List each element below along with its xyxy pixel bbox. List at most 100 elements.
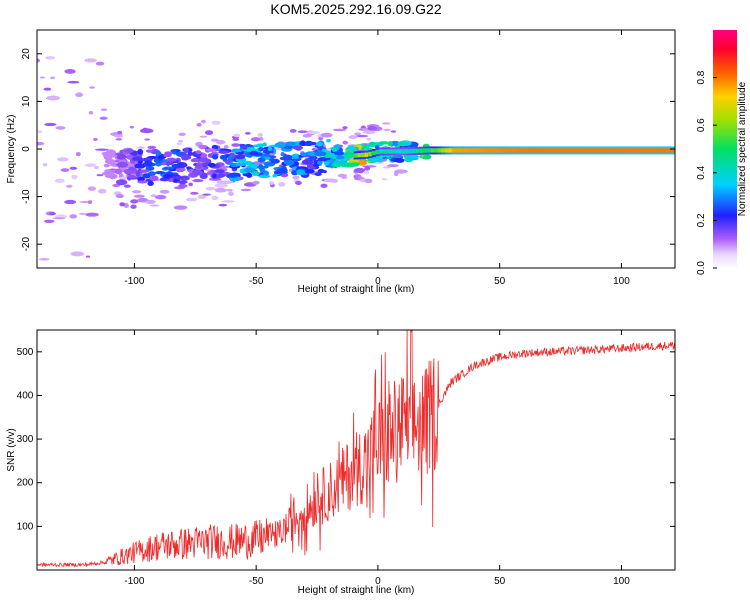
spectrogram-cell — [433, 148, 439, 153]
spectrogram-cell — [147, 181, 154, 186]
spectrogram-cell — [258, 174, 271, 179]
spectrogram-cell — [371, 150, 377, 156]
spectrogram-y-tick-label: -10 — [21, 189, 32, 204]
snr-y-tick-label: 100 — [17, 521, 34, 532]
spectrogram-cell — [218, 203, 228, 207]
spectrogram-cell — [154, 194, 167, 200]
spectrogram-cell — [211, 195, 219, 201]
spectrogram-cell — [133, 194, 145, 198]
spectrogram-cell — [550, 148, 556, 153]
spectrogram-y-tick-label: 20 — [21, 48, 32, 60]
spectrogram-cell — [634, 148, 640, 153]
spectrogram-cell — [244, 167, 256, 173]
spectrogram-cell — [93, 137, 98, 141]
spectrogram-cell — [49, 212, 56, 216]
spectrogram-cell — [123, 184, 131, 188]
spectrogram-cell — [430, 148, 435, 153]
spectrogram-cell — [649, 148, 654, 153]
spectrogram-cell — [419, 148, 424, 153]
spectrogram-cell — [285, 141, 296, 147]
spectrogram-image — [37, 56, 675, 261]
spectrogram-cell — [96, 174, 104, 177]
spectrogram-cell — [117, 130, 122, 135]
spectrogram-cell — [660, 148, 665, 153]
spectrogram-cell — [37, 141, 45, 146]
spectrogram-cell — [262, 142, 267, 147]
spectrogram-cell — [441, 148, 446, 153]
spectrogram-cell — [335, 155, 345, 160]
spectrogram-cell — [139, 128, 154, 134]
spectrogram-cell — [64, 68, 76, 74]
chart-title: KOM5.2025.292.16.09.G22 — [270, 1, 441, 17]
spectrogram-cell — [60, 168, 70, 172]
spectrogram-cell — [132, 156, 143, 162]
spectrogram-cell — [256, 165, 269, 169]
spectrogram-cell — [87, 186, 97, 191]
spectrogram-cell — [353, 146, 360, 151]
spectrogram-cell — [415, 148, 421, 154]
colorbar-tick-label: 0.4 — [696, 165, 707, 179]
spectrogram-cell — [233, 133, 241, 138]
spectrogram-cell — [176, 142, 183, 146]
spectrogram-cell — [394, 169, 408, 174]
spectrogram-cell — [244, 131, 251, 135]
spectrogram-cell — [539, 148, 545, 153]
spectrogram-x-ticks: -100 -50 0 50 100 — [124, 30, 630, 287]
spectrogram-cell — [242, 144, 248, 150]
spectrogram-cell — [376, 158, 384, 163]
spectrogram-cell — [205, 186, 216, 191]
spectrogram-cell — [653, 148, 658, 153]
spectrogram-cell — [183, 147, 190, 154]
spectrogram-cell — [381, 122, 391, 125]
spectrogram-cell — [645, 148, 651, 153]
spectrogram-cell — [181, 155, 190, 161]
spectrogram-cell — [357, 153, 362, 158]
snr-y-ticks: 100 200 300 400 500 — [17, 347, 675, 532]
spectrogram-cell — [113, 134, 124, 138]
spectrogram-cell — [300, 152, 307, 157]
spectrogram-cell — [323, 161, 330, 166]
spectrogram-cell — [188, 182, 193, 187]
spectrogram-cell — [558, 148, 563, 153]
spectrogram-cell — [383, 128, 391, 131]
spectrogram-cell — [355, 134, 369, 138]
spectrogram-cell — [340, 163, 347, 168]
spectrogram-cell — [197, 194, 207, 200]
spectrogram-cell — [638, 148, 643, 153]
spectrogram-cell — [409, 154, 419, 159]
spectrogram-cell — [357, 176, 363, 180]
spectrogram-cell — [147, 145, 157, 150]
spectrogram-cell — [587, 148, 592, 153]
spectrogram-cell — [43, 87, 52, 91]
spectrogram-cell — [506, 148, 512, 153]
spectrogram-cell — [202, 193, 211, 196]
spectrogram-cell — [198, 157, 210, 163]
spectrogram-cell — [37, 130, 43, 134]
spectrogram-cell — [459, 148, 464, 153]
spectrogram-cell — [88, 111, 94, 115]
snr-x-tick-label: -50 — [249, 576, 264, 587]
spectrogram-cell — [364, 166, 371, 171]
spectrogram-cell — [514, 148, 519, 153]
spectrogram-cell — [292, 175, 300, 180]
snr-x-label: Height of straight line (km) — [298, 585, 415, 596]
snr-panel: -100 -50 0 50 100 100 200 300 400 500 Height of … — [6, 329, 676, 596]
spectrogram-cell — [106, 172, 115, 177]
spectrogram-cell — [455, 148, 461, 153]
spectrogram-cell — [302, 134, 312, 138]
spectrogram-cell — [69, 166, 78, 170]
spectrogram-cell — [84, 58, 97, 63]
spectrogram-cell — [57, 157, 69, 162]
spectrogram-cell — [386, 149, 391, 154]
spectrogram-cell — [452, 148, 457, 153]
spectrogram-cell — [173, 205, 188, 210]
colorbar-gradient — [713, 30, 737, 268]
spectrogram-cell — [390, 157, 402, 163]
spectrogram-cell — [353, 153, 359, 158]
spectrogram-cell — [412, 148, 417, 154]
snr-frame — [36, 329, 676, 571]
spectrogram-cell — [206, 171, 212, 176]
spectrogram-cell — [199, 135, 208, 138]
spectrogram-cell — [642, 148, 647, 153]
spectrogram-cell — [50, 76, 56, 79]
